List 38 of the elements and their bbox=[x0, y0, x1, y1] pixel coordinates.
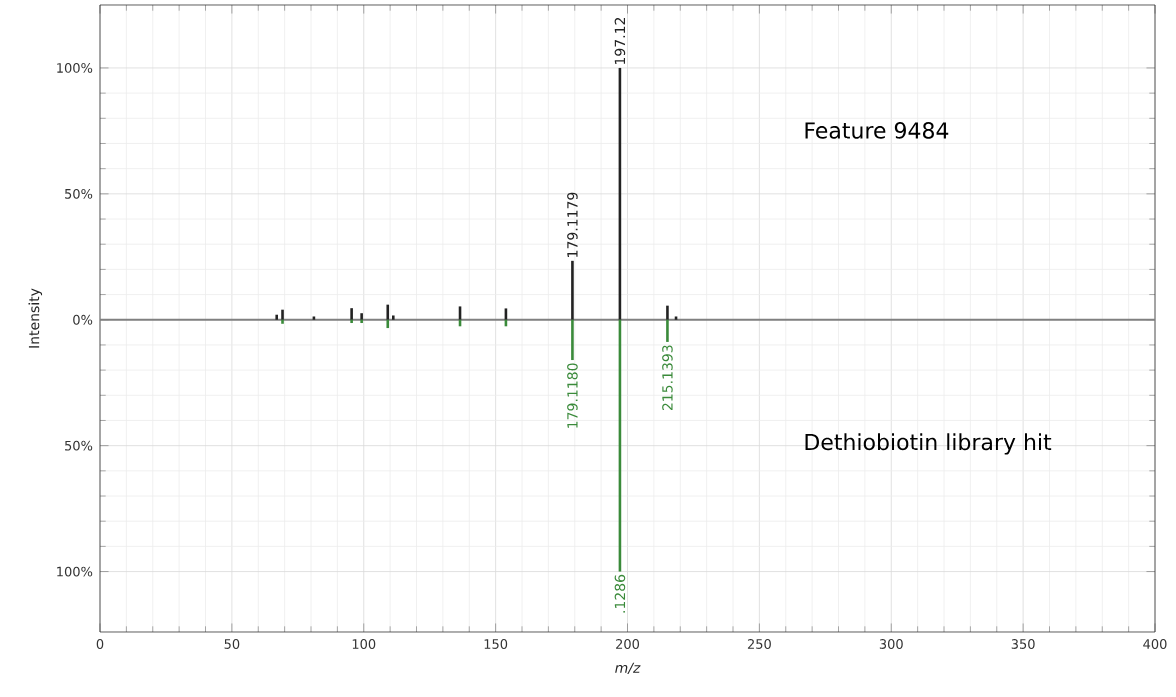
x-tick-label: 0 bbox=[96, 639, 104, 649]
x-tick-label: 50 bbox=[224, 639, 240, 649]
bar bbox=[312, 316, 316, 320]
bar bbox=[350, 319, 353, 324]
annotation: 215.1393 bbox=[662, 345, 673, 411]
x-tick-label: 300 bbox=[879, 639, 903, 649]
bar bbox=[360, 319, 363, 324]
bar bbox=[350, 308, 353, 320]
x-tick-label: 150 bbox=[484, 639, 508, 649]
annotation: Feature 9484 bbox=[805, 122, 949, 139]
x-tick-label: 400 bbox=[1143, 639, 1167, 649]
bar bbox=[386, 319, 390, 329]
y-axis-title: Intensity bbox=[28, 288, 43, 348]
x-tick-label: 100 bbox=[352, 639, 376, 649]
bar bbox=[281, 319, 284, 324]
annotation: 179.1180 bbox=[567, 363, 578, 428]
bar bbox=[391, 315, 395, 320]
bar bbox=[281, 309, 284, 320]
bar bbox=[571, 260, 574, 320]
y-tick-label: 50% bbox=[65, 440, 93, 451]
x-tick-label: 250 bbox=[747, 639, 771, 649]
bar bbox=[360, 313, 363, 320]
annotation: Dethiobiotin library hit bbox=[805, 433, 1052, 455]
bar bbox=[666, 305, 669, 320]
annotation: 179.1179 bbox=[567, 192, 578, 257]
y-tick-label: 50% bbox=[65, 188, 93, 199]
bar bbox=[571, 319, 574, 361]
bar bbox=[386, 304, 390, 320]
x-tick-label: 350 bbox=[1011, 639, 1035, 649]
bar bbox=[275, 314, 279, 320]
x-axis-title: m/z bbox=[615, 662, 641, 675]
y-tick-label: 100% bbox=[57, 63, 93, 73]
annotation: .1286 bbox=[614, 574, 626, 613]
x-tick-label: 200 bbox=[616, 639, 640, 649]
y-tick-label: 100% bbox=[57, 566, 93, 577]
annotation: 197.12 bbox=[614, 17, 626, 65]
bar bbox=[666, 319, 669, 342]
y-tick-label: 0% bbox=[73, 314, 93, 325]
